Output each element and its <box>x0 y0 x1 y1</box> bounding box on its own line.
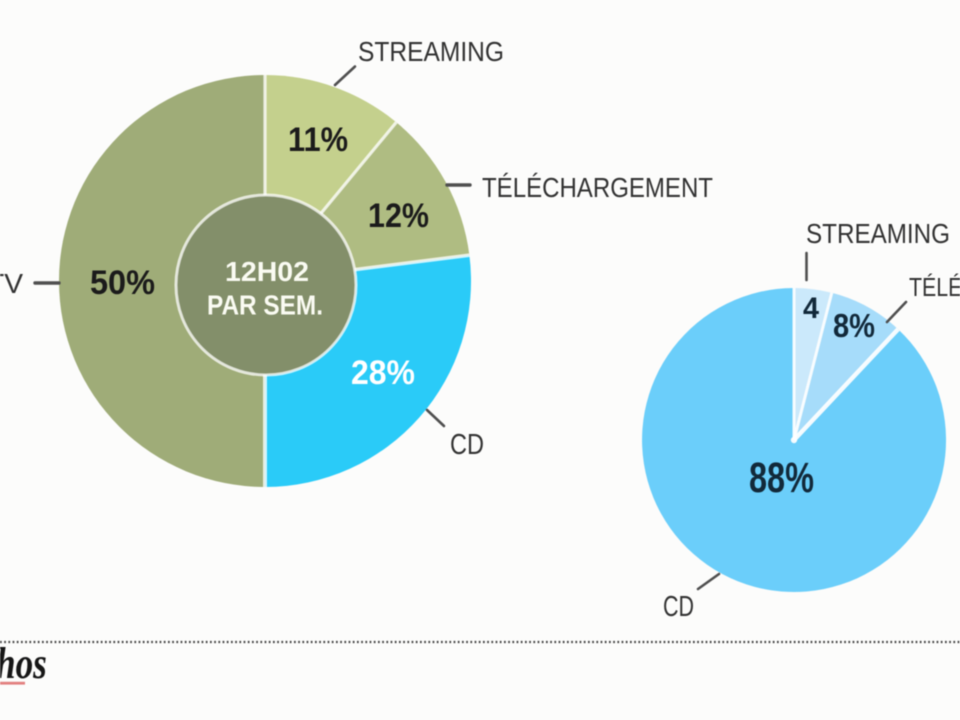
svg-text:11%: 11% <box>288 121 348 159</box>
svg-text:88%: 88% <box>749 454 814 502</box>
svg-text:28%: 28% <box>351 354 415 392</box>
svg-text:4: 4 <box>803 292 819 325</box>
svg-text:50%: 50% <box>90 264 155 302</box>
svg-text:8%: 8% <box>833 307 875 344</box>
svg-text:TÉLÉCHARGEMENT: TÉLÉCHARGEMENT <box>482 172 713 203</box>
svg-text:CD: CD <box>450 429 484 461</box>
svg-text:STREAMING: STREAMING <box>806 218 950 249</box>
svg-text:TÉLÉCHARGEMENT: TÉLÉCHARGEMENT <box>909 272 960 302</box>
svg-text:CD: CD <box>663 591 694 623</box>
svg-text:12%: 12% <box>368 197 429 235</box>
svg-text:PAR SEM.: PAR SEM. <box>207 290 323 321</box>
svg-text:TV: TV <box>0 268 23 299</box>
svg-text:12H02: 12H02 <box>225 256 309 287</box>
svg-text:hos: hos <box>0 638 47 688</box>
svg-text:STREAMING: STREAMING <box>358 36 504 67</box>
